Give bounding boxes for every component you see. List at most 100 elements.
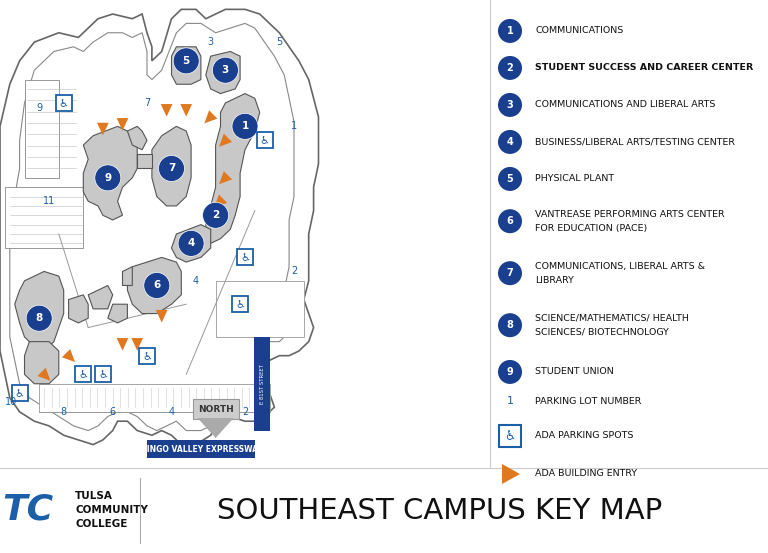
Polygon shape bbox=[152, 126, 191, 206]
Circle shape bbox=[232, 113, 258, 139]
Text: 8: 8 bbox=[507, 320, 514, 330]
Text: 10: 10 bbox=[5, 398, 17, 408]
Circle shape bbox=[203, 202, 229, 228]
Polygon shape bbox=[219, 171, 232, 184]
Text: PARKING LOT NUMBER: PARKING LOT NUMBER bbox=[535, 397, 641, 405]
Text: MINGO VALLEY EXPRESSWAY: MINGO VALLEY EXPRESSWAY bbox=[139, 445, 263, 454]
Text: FOR EDUCATION (PACE): FOR EDUCATION (PACE) bbox=[535, 224, 647, 233]
Text: 4: 4 bbox=[507, 137, 513, 147]
Text: 8: 8 bbox=[61, 407, 67, 417]
Polygon shape bbox=[68, 295, 88, 323]
Polygon shape bbox=[180, 104, 192, 117]
Circle shape bbox=[498, 209, 522, 233]
Text: 2: 2 bbox=[291, 267, 297, 276]
Polygon shape bbox=[206, 51, 240, 93]
Text: PHYSICAL PLANT: PHYSICAL PLANT bbox=[535, 174, 614, 184]
Text: 3: 3 bbox=[507, 100, 513, 110]
Text: 11: 11 bbox=[43, 196, 55, 206]
Text: 2: 2 bbox=[507, 63, 513, 73]
Text: ♿: ♿ bbox=[98, 369, 108, 379]
Polygon shape bbox=[25, 342, 59, 384]
Text: 6: 6 bbox=[110, 407, 116, 417]
Text: ♿: ♿ bbox=[58, 98, 68, 108]
Text: 3: 3 bbox=[222, 65, 229, 75]
Polygon shape bbox=[131, 338, 143, 351]
Text: 9: 9 bbox=[507, 367, 513, 377]
Bar bbox=[56, 95, 71, 111]
Text: ♿: ♿ bbox=[235, 299, 245, 309]
Polygon shape bbox=[127, 257, 181, 314]
Polygon shape bbox=[204, 110, 217, 123]
Polygon shape bbox=[38, 368, 51, 381]
Polygon shape bbox=[197, 418, 233, 438]
Text: TC: TC bbox=[2, 493, 54, 527]
Circle shape bbox=[498, 19, 522, 43]
Text: SCIENCES/ BIOTECHNOLOGY: SCIENCES/ BIOTECHNOLOGY bbox=[535, 328, 669, 337]
Text: COMMUNITY: COMMUNITY bbox=[75, 505, 148, 515]
Circle shape bbox=[94, 165, 121, 191]
Text: STUDENT SUCCESS AND CAREER CENTER: STUDENT SUCCESS AND CAREER CENTER bbox=[535, 64, 753, 72]
Text: 2: 2 bbox=[212, 210, 219, 220]
Text: COMMUNICATIONS AND LIBERAL ARTS: COMMUNICATIONS AND LIBERAL ARTS bbox=[535, 101, 715, 109]
Text: 7: 7 bbox=[144, 98, 150, 108]
Circle shape bbox=[158, 155, 184, 181]
Polygon shape bbox=[137, 154, 152, 169]
Polygon shape bbox=[190, 244, 202, 257]
Bar bbox=[237, 249, 253, 265]
Bar bbox=[75, 367, 91, 383]
Text: NORTH: NORTH bbox=[197, 404, 233, 414]
Polygon shape bbox=[206, 93, 260, 243]
Text: SCIENCE/MATHEMATICS/ HEALTH: SCIENCE/MATHEMATICS/ HEALTH bbox=[535, 314, 689, 323]
Polygon shape bbox=[156, 310, 167, 322]
Text: 5: 5 bbox=[276, 37, 283, 47]
Circle shape bbox=[498, 56, 522, 80]
Text: COLLEGE: COLLEGE bbox=[75, 519, 127, 529]
Polygon shape bbox=[214, 195, 227, 207]
Circle shape bbox=[498, 261, 522, 285]
Text: E 81ST STREET: E 81ST STREET bbox=[260, 364, 265, 404]
Text: COMMUNICATIONS, LIBERAL ARTS &: COMMUNICATIONS, LIBERAL ARTS & bbox=[535, 262, 705, 271]
Bar bbox=[216, 281, 304, 337]
Text: 4: 4 bbox=[193, 276, 199, 286]
Text: 1: 1 bbox=[241, 121, 249, 132]
Text: 9: 9 bbox=[36, 103, 42, 113]
Polygon shape bbox=[502, 464, 520, 484]
Polygon shape bbox=[171, 47, 201, 84]
Bar bbox=[0, 0, 490, 468]
Text: ADA BUILDING ENTRY: ADA BUILDING ENTRY bbox=[535, 469, 637, 478]
Text: 1: 1 bbox=[291, 121, 297, 132]
Polygon shape bbox=[15, 272, 64, 351]
Polygon shape bbox=[219, 134, 232, 147]
Text: 4: 4 bbox=[187, 238, 195, 248]
Text: 6: 6 bbox=[153, 280, 161, 290]
Polygon shape bbox=[108, 304, 127, 323]
Bar bbox=[95, 367, 111, 383]
Bar bbox=[232, 296, 248, 312]
Polygon shape bbox=[62, 349, 75, 362]
Text: ♿: ♿ bbox=[260, 135, 270, 145]
Text: ♿: ♿ bbox=[142, 351, 152, 361]
Circle shape bbox=[498, 93, 522, 117]
Text: 8: 8 bbox=[35, 313, 43, 324]
Circle shape bbox=[178, 231, 204, 257]
Circle shape bbox=[498, 167, 522, 191]
Bar bbox=[139, 348, 155, 364]
Bar bbox=[39, 384, 270, 412]
Text: 7: 7 bbox=[507, 268, 513, 278]
Text: 3: 3 bbox=[207, 37, 214, 47]
Polygon shape bbox=[10, 23, 294, 431]
Text: 5: 5 bbox=[183, 56, 190, 66]
Polygon shape bbox=[97, 123, 109, 135]
Text: LIBRARY: LIBRARY bbox=[535, 276, 574, 285]
Text: 6: 6 bbox=[507, 216, 513, 226]
Circle shape bbox=[498, 130, 522, 154]
Polygon shape bbox=[127, 126, 147, 150]
Polygon shape bbox=[117, 118, 128, 131]
Text: 2: 2 bbox=[242, 407, 248, 417]
Text: ♿: ♿ bbox=[505, 430, 515, 442]
Bar bbox=[257, 132, 273, 148]
Text: 1: 1 bbox=[507, 396, 514, 406]
Circle shape bbox=[26, 305, 52, 331]
Text: STUDENT UNION: STUDENT UNION bbox=[535, 367, 614, 377]
Circle shape bbox=[498, 360, 522, 384]
